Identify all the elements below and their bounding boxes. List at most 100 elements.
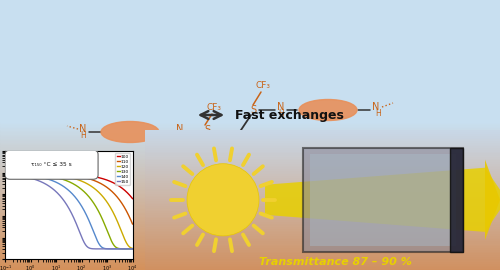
Bar — [145, 165, 500, 166]
Bar — [0, 72, 500, 73]
Bar — [145, 135, 500, 137]
Bar — [0, 63, 500, 65]
Bar — [0, 22, 500, 23]
Bar — [145, 149, 500, 151]
Bar — [0, 73, 500, 74]
Bar — [0, 59, 500, 61]
Bar — [0, 138, 500, 139]
Bar — [0, 134, 500, 135]
Bar — [0, 147, 500, 148]
Bar — [0, 115, 500, 116]
Bar — [0, 197, 500, 198]
Bar — [0, 36, 500, 38]
Bar — [0, 167, 500, 169]
Bar — [0, 243, 500, 244]
Bar — [0, 178, 500, 180]
Bar — [0, 119, 500, 120]
Bar — [0, 34, 500, 35]
Bar — [0, 39, 500, 40]
Bar — [0, 163, 500, 165]
Bar — [145, 251, 500, 252]
Bar — [0, 86, 500, 88]
Bar — [0, 196, 500, 197]
Bar — [145, 198, 500, 200]
Bar — [0, 77, 500, 78]
Bar — [145, 235, 500, 237]
Bar — [145, 175, 500, 177]
Bar — [145, 173, 500, 175]
Bar — [145, 221, 500, 222]
Bar — [0, 259, 500, 261]
Bar — [145, 233, 500, 235]
Bar — [145, 137, 500, 138]
Bar — [0, 84, 500, 85]
Bar — [145, 193, 500, 194]
Bar — [145, 252, 500, 254]
Bar — [0, 57, 500, 58]
Bar — [145, 254, 500, 256]
Bar — [0, 227, 500, 228]
Bar — [0, 150, 500, 151]
Bar — [0, 140, 500, 142]
Bar — [0, 90, 500, 92]
Bar — [0, 49, 500, 50]
Bar — [145, 133, 500, 135]
Bar — [310, 154, 456, 246]
Ellipse shape — [340, 137, 396, 158]
Circle shape — [187, 164, 259, 236]
Bar — [0, 113, 500, 115]
Text: N: N — [410, 136, 416, 146]
Bar — [0, 223, 500, 224]
Bar — [0, 128, 500, 130]
Bar — [0, 144, 500, 146]
Text: H: H — [80, 131, 86, 140]
Bar — [0, 104, 500, 105]
Bar — [0, 136, 500, 138]
Bar — [0, 135, 500, 136]
Bar — [0, 19, 500, 20]
Polygon shape — [485, 160, 500, 240]
Bar — [0, 231, 500, 232]
Bar — [0, 146, 500, 147]
Text: CF₃: CF₃ — [206, 103, 222, 112]
Bar — [0, 76, 500, 77]
Bar — [0, 247, 500, 248]
Bar — [0, 42, 500, 43]
Bar — [0, 242, 500, 243]
Bar — [0, 240, 500, 242]
Text: H: H — [177, 131, 183, 140]
Bar — [145, 256, 500, 258]
Bar — [0, 107, 500, 108]
Bar — [0, 112, 500, 113]
Bar — [0, 94, 500, 96]
Bar — [0, 154, 500, 155]
Bar — [0, 143, 500, 144]
Bar — [0, 219, 500, 220]
FancyBboxPatch shape — [5, 150, 98, 179]
Text: τ₁₅₀ °C ≤ 35 s: τ₁₅₀ °C ≤ 35 s — [31, 162, 72, 167]
Bar — [145, 242, 500, 244]
Bar — [0, 28, 500, 30]
Bar — [145, 187, 500, 189]
Bar — [145, 144, 500, 145]
Bar — [145, 237, 500, 238]
Bar — [0, 205, 500, 207]
Bar — [145, 152, 500, 154]
Bar — [145, 231, 500, 233]
Bar — [0, 120, 500, 122]
Bar — [145, 201, 500, 203]
Bar — [0, 117, 500, 119]
Bar — [0, 220, 500, 221]
Bar — [145, 224, 500, 226]
Bar — [0, 181, 500, 182]
Bar — [0, 88, 500, 89]
Bar — [0, 151, 500, 153]
Ellipse shape — [101, 122, 159, 143]
Bar — [0, 111, 500, 112]
Bar — [0, 68, 500, 69]
Bar — [0, 108, 500, 109]
Bar — [0, 26, 500, 27]
Bar — [145, 217, 500, 219]
Bar — [0, 97, 500, 99]
Bar — [145, 156, 500, 158]
